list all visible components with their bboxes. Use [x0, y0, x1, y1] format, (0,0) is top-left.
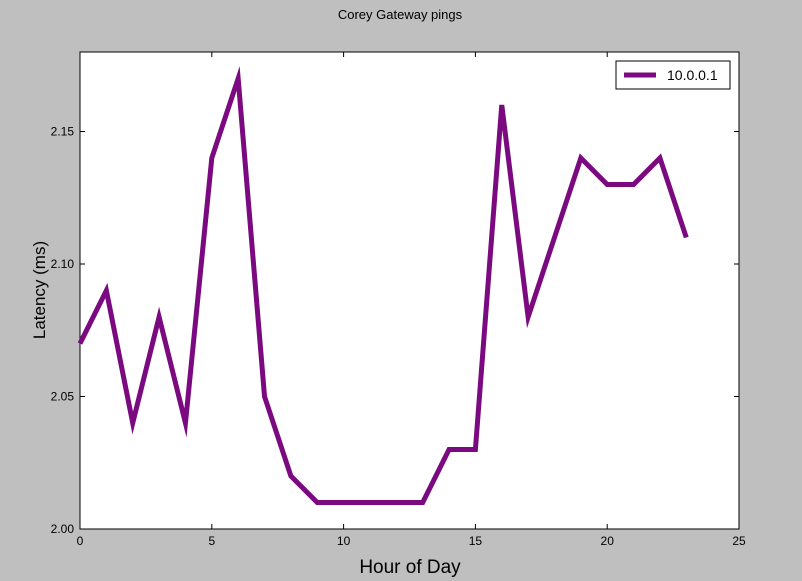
x-tick-label: 0 — [77, 534, 84, 548]
legend-label-10-0-0-1: 10.0.0.1 — [667, 67, 718, 83]
x-tick-label: 15 — [469, 534, 483, 548]
y-tick-label: 2.00 — [51, 522, 75, 536]
x-tick-label: 5 — [208, 534, 215, 548]
series-line-10-0-0-1 — [77, 66, 689, 505]
x-axis-label: Hour of Day — [359, 557, 461, 578]
x-tick-label: 25 — [732, 534, 746, 548]
legend: 10.0.0.1 — [615, 60, 731, 90]
y-tick-label: 2.15 — [51, 125, 75, 139]
y-axis-label: Latency (ms) — [30, 241, 49, 339]
y-tick-label: 2.10 — [51, 257, 75, 271]
y-tick-label: 2.05 — [51, 390, 75, 404]
axis-ticks: 0 5 10 15 20 25 2.00 2.05 2.10 2.15 — [51, 52, 746, 548]
x-tick-label: 10 — [337, 534, 351, 548]
series-layer — [77, 66, 689, 505]
x-tick-label: 20 — [601, 534, 615, 548]
chart-title: Corey Gateway pings — [338, 7, 463, 22]
plot-area — [79, 51, 740, 530]
